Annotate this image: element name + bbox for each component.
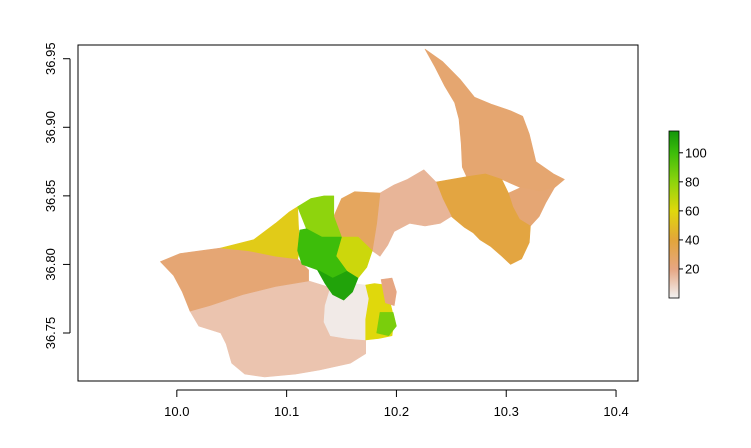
y-tick-label: 36.75 bbox=[43, 317, 58, 350]
map-region-7 bbox=[160, 247, 309, 312]
x-tick-label: 10.2 bbox=[384, 404, 409, 419]
x-axis: 10.0 10.1 10.2 10.3 10.4 bbox=[164, 389, 629, 419]
legend-tick-label: 40 bbox=[685, 232, 699, 247]
y-tick-label: 36.80 bbox=[43, 248, 58, 281]
x-tick-label: 10.3 bbox=[494, 404, 519, 419]
y-tick-label: 36.95 bbox=[43, 42, 58, 75]
legend-tick-label: 60 bbox=[685, 203, 699, 218]
legend-tick-label: 100 bbox=[685, 145, 707, 160]
map-regions bbox=[160, 48, 565, 378]
legend-tick-label: 20 bbox=[685, 261, 699, 276]
legend-tick-label: 80 bbox=[685, 174, 699, 189]
color-bar-legend: 20 40 60 80 100 bbox=[668, 130, 707, 299]
y-tick-label: 36.90 bbox=[43, 111, 58, 144]
x-tick-label: 10.0 bbox=[164, 404, 189, 419]
color-bar bbox=[668, 130, 680, 299]
map-region-16 bbox=[380, 277, 397, 306]
x-tick-label: 10.4 bbox=[603, 404, 628, 419]
map-region-11 bbox=[376, 312, 397, 337]
map-region-4 bbox=[371, 169, 452, 257]
map-region-15 bbox=[317, 269, 359, 301]
y-tick-label: 36.85 bbox=[43, 180, 58, 213]
plot-frame bbox=[77, 44, 639, 382]
y-axis: 36.75 36.80 36.85 36.90 36.95 bbox=[43, 42, 71, 350]
map-region-3 bbox=[435, 173, 531, 265]
map-region-8 bbox=[220, 206, 302, 260]
x-tick-label: 10.1 bbox=[274, 404, 299, 419]
map-region-1 bbox=[424, 48, 565, 192]
